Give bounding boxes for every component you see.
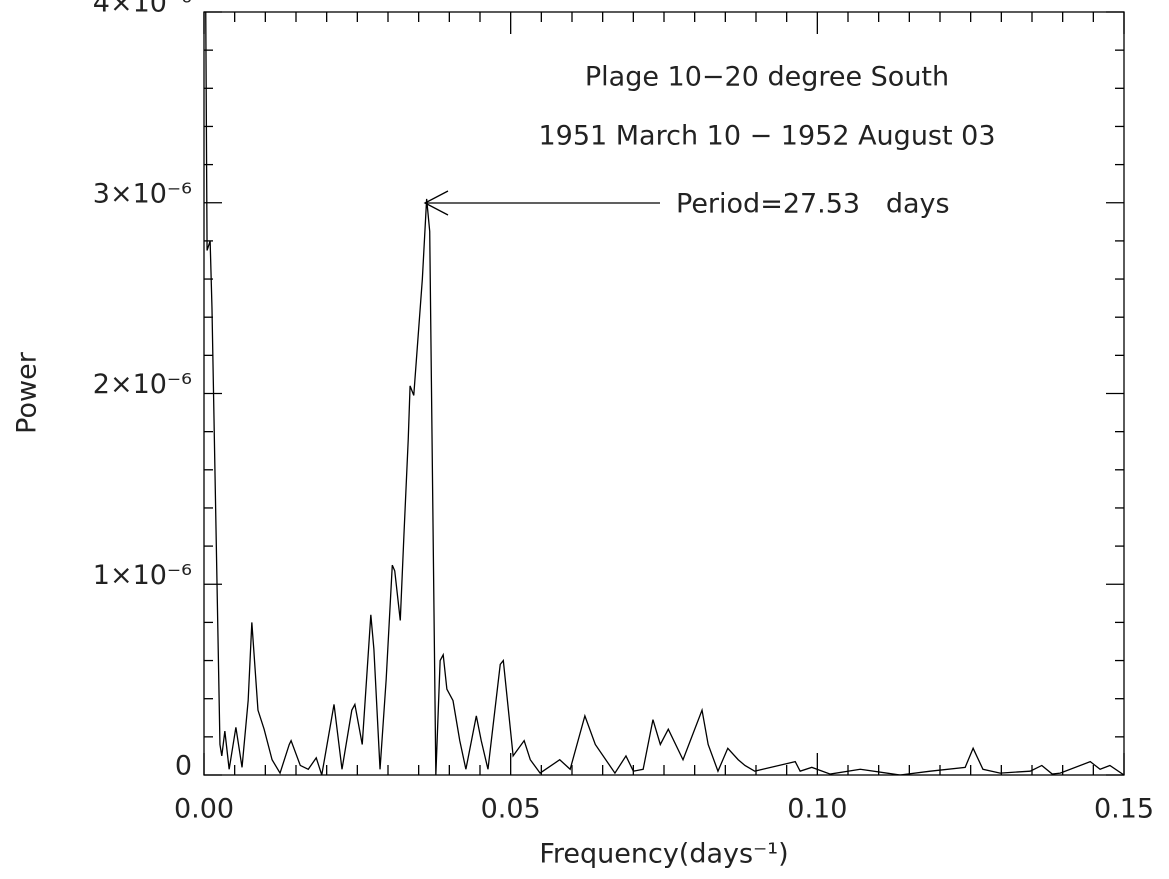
x-tick-label: 0.00 [174,794,234,825]
x-axis-label: Frequency(days⁻¹) [539,839,788,870]
chart-subtitle: 1951 March 10 − 1952 August 03 [538,121,995,152]
x-tick-label: 0.10 [787,794,847,825]
x-tick-label: 0.05 [481,794,541,825]
y-tick-label: 3×10⁻⁶ [93,178,192,209]
chart-title: Plage 10−20 degree South [585,62,949,93]
annotation-arrow [423,190,660,216]
annotation: Period=27.53 days [676,189,950,220]
y-tick-label: 1×10⁻⁶ [93,560,192,591]
y-tick-label: 4×10⁻⁶ [93,0,192,19]
y-axis-label: Power [12,351,43,434]
x-tick-label: 0.15 [1094,794,1154,825]
data-line [205,12,1124,775]
arrow-head [423,190,449,216]
y-tick-label: 2×10⁻⁶ [93,369,192,400]
y-tick-label: 0 [175,751,192,782]
